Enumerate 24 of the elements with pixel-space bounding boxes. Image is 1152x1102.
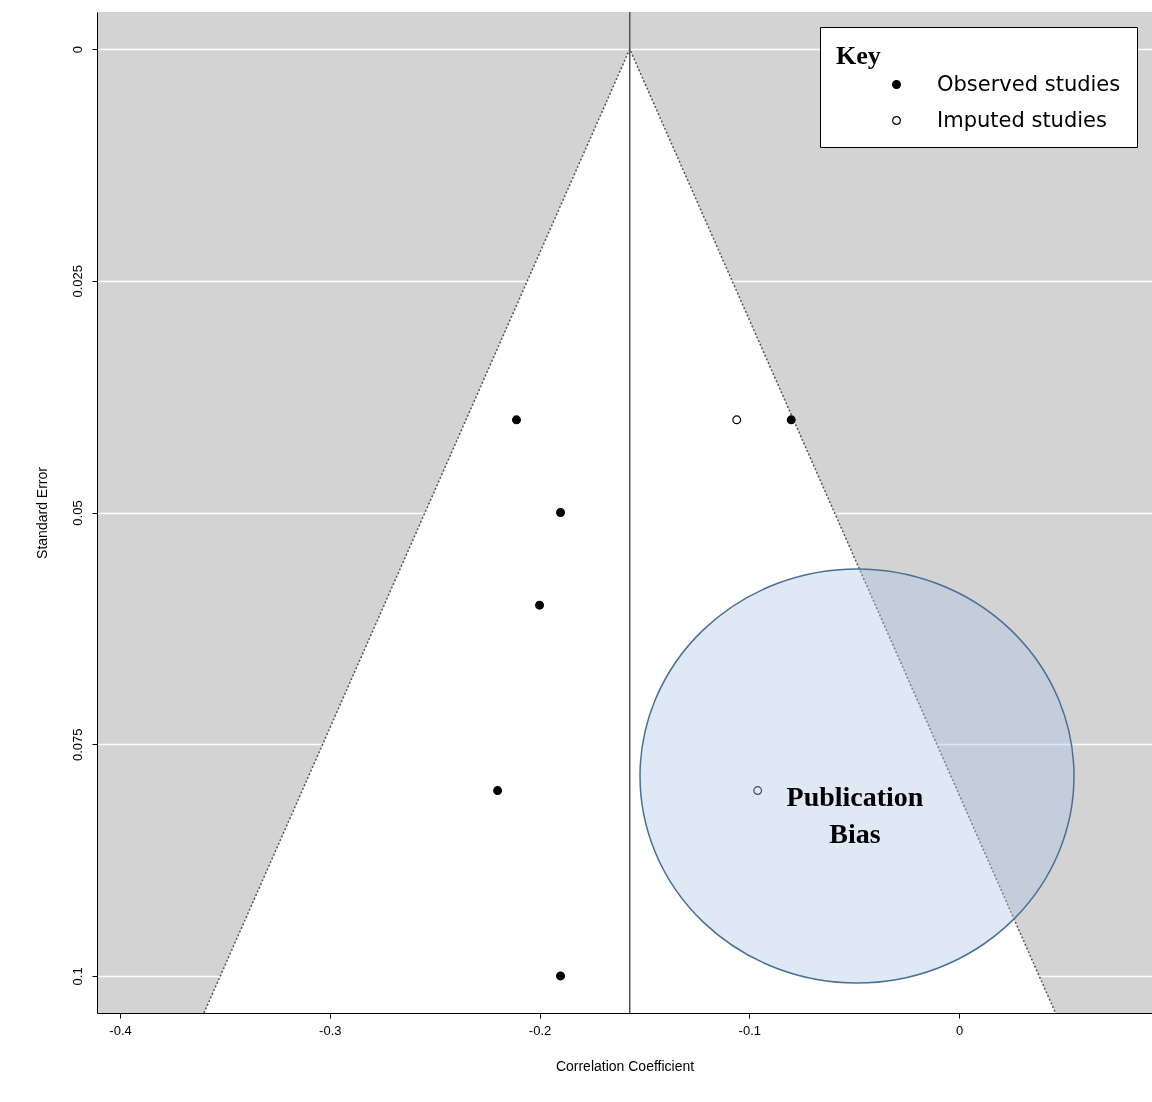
x-tick-label: 0 — [955, 1022, 964, 1038]
point — [786, 415, 796, 425]
legend-label: Observed studies — [937, 71, 1121, 96]
x-axis-title: Correlation Coefficient — [555, 1057, 695, 1074]
y-tick-label: 0 — [69, 45, 85, 54]
point — [493, 786, 503, 796]
y-axis-title: Standard Error — [33, 466, 50, 559]
x-tick-label: -0.1 — [738, 1022, 761, 1038]
x-tick-label: -0.4 — [109, 1022, 132, 1038]
y-tick-label: 0.05 — [69, 500, 85, 526]
legend-title: Key — [836, 41, 881, 70]
y-tick-label: 0.025 — [69, 265, 85, 298]
point — [556, 971, 565, 981]
y-tick-label: 0.075 — [69, 728, 85, 761]
x-tick-label: -0.2 — [528, 1022, 552, 1038]
point — [732, 415, 742, 425]
annotation: Publication Bias — [785, 780, 925, 851]
point — [556, 508, 565, 517]
y-tick-label: 0.1 — [69, 967, 85, 986]
point — [535, 600, 545, 610]
point — [753, 786, 763, 796]
point — [512, 415, 521, 425]
x-tick-label: -0.3 — [319, 1022, 342, 1038]
legend-label: Imputed studies — [937, 107, 1107, 132]
